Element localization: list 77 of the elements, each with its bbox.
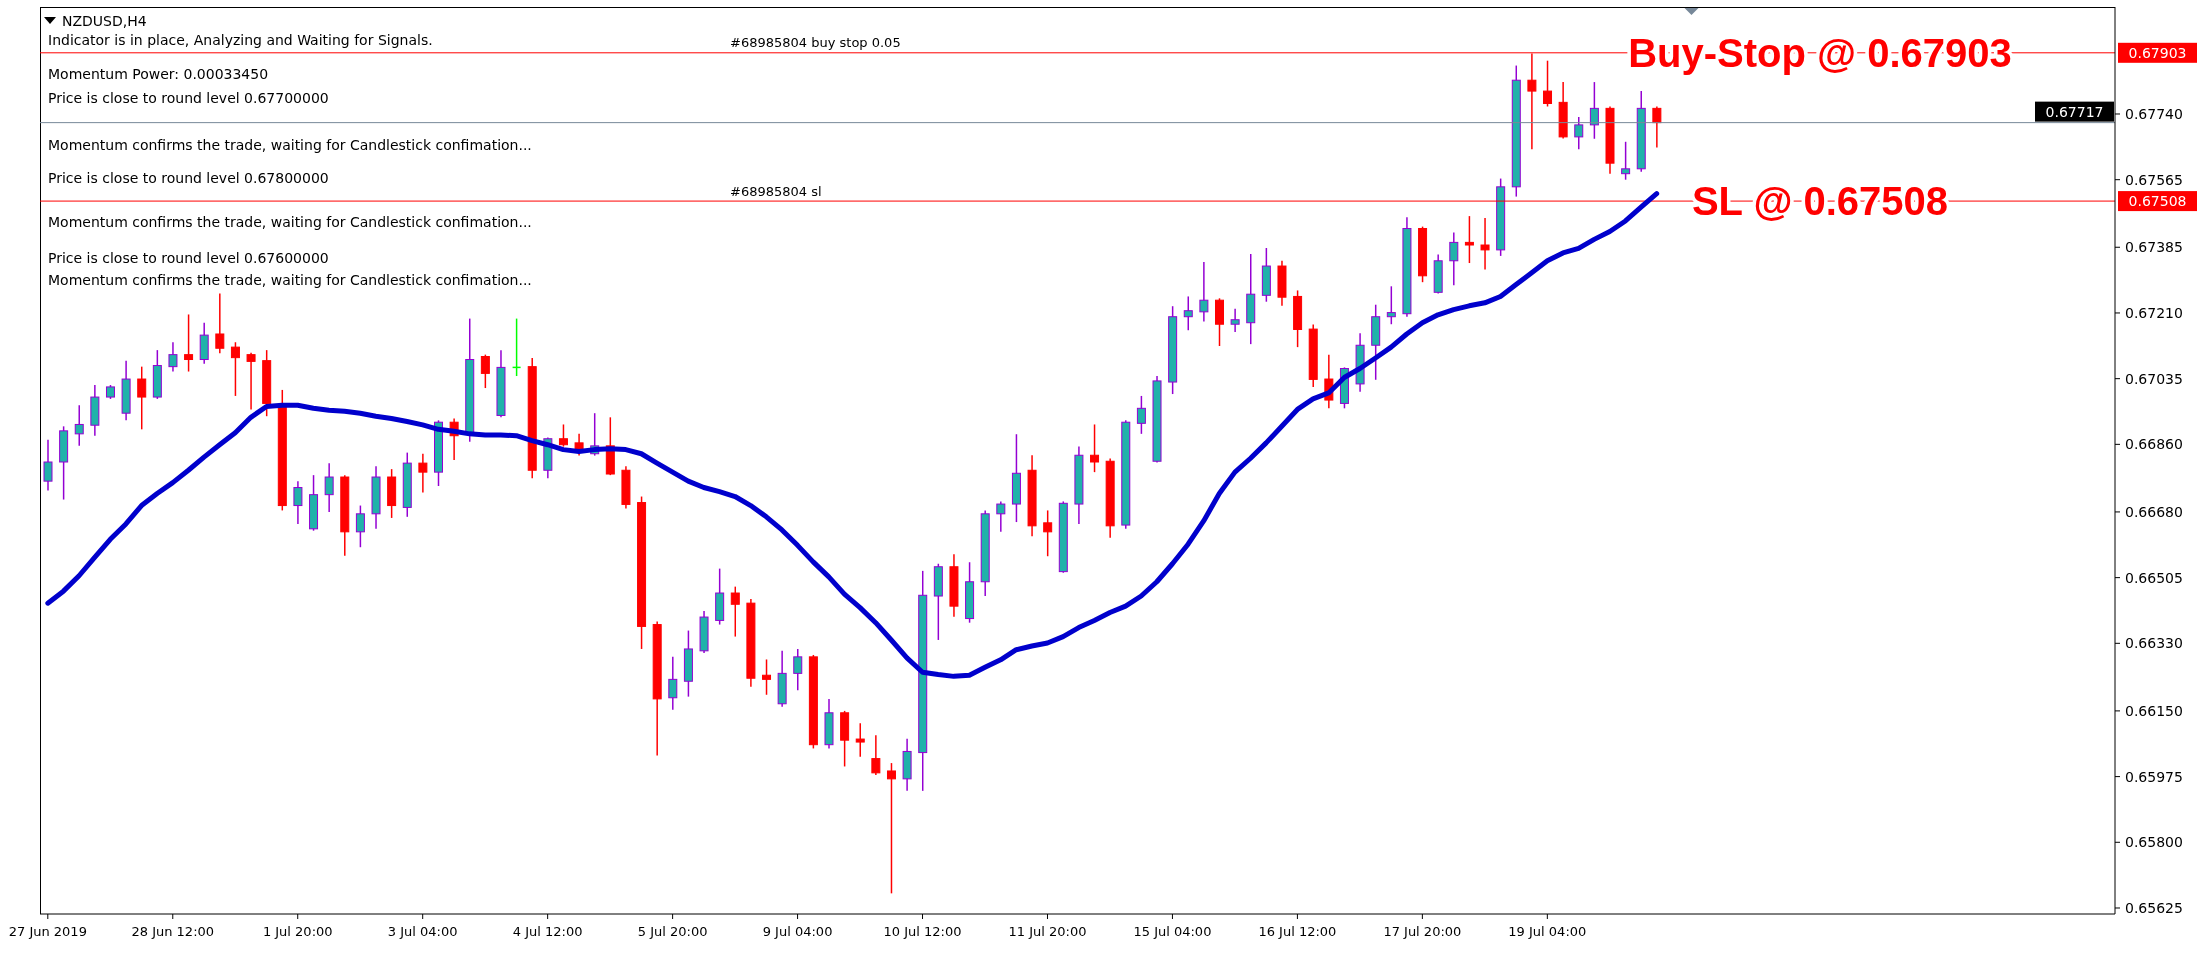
candlestick [168,341,178,373]
x-tick-label: 11 Jul 20:00 [1008,923,1087,939]
text: NZDUSD,H4 [62,13,147,29]
y-tick-label: 0.67508 [2128,193,2187,210]
candlestick [480,353,490,389]
candlestick [74,404,84,447]
candlestick [558,423,568,448]
annotation: Momentum confirms the trade, waiting for Candlestick confimation... [48,137,532,153]
y-tick-label: 0.67740 [2125,105,2183,122]
candlestick [230,341,240,397]
candlestick [1543,59,1553,108]
candlestick [1136,395,1146,435]
x-tick-label: 15 Jul 04:00 [1133,923,1212,939]
annotation: Momentum Power: 0.00033450 [48,66,269,82]
y-tick-label: 0.67565 [2125,171,2183,188]
candlestick [793,648,803,691]
x-tick-label: 9 Jul 04:00 [762,923,833,939]
candlestick [1449,231,1459,286]
y-tick-label: 0.66150 [2125,702,2183,719]
candlestick [996,500,1006,533]
x-tick-label: 27 Jun 2019 [8,923,87,939]
y-tick-label: 0.67210 [2125,304,2183,321]
candlestick [1652,105,1662,149]
x-tick-label: 28 Jun 12:00 [131,923,215,939]
candlestick [1574,116,1584,151]
candlestick [1183,295,1193,331]
candlestick [1480,217,1490,271]
candlestick [1589,81,1599,140]
candlestick [762,658,772,696]
annotation: Price is close to round level 0.67800000 [48,170,329,186]
x-tick-label: 10 Jul 12:00 [883,923,962,939]
y-tick-label: 0.67385 [2125,239,2183,256]
candlestick [886,762,896,895]
y-tick-label: 0.66330 [2125,635,2183,652]
candlestick [324,462,334,513]
candlestick [293,480,303,525]
candlestick [43,439,53,492]
candlestick [1464,215,1474,264]
candlestick [1043,509,1053,557]
candlestick [1090,423,1100,473]
candlestick [871,734,881,776]
annotation: #68985804 buy stop 0.05 [730,35,901,51]
x-tick-label: 3 Jul 04:00 [387,923,458,939]
annotation: Momentum confirms the trade, waiting for Candlestick confimation... [48,272,532,288]
candlestick [215,292,225,354]
y-tick-label: 0.67903 [2128,44,2187,61]
x-tick-label: 5 Jul 20:00 [637,923,708,939]
y-tick-label: 0.65800 [2125,834,2183,851]
y-tick-label: 0.67035 [2125,370,2183,387]
annotation: Indicator is in place, Analyzing and Waiting for Signals. [48,32,433,48]
y-tick-label: 0.65625 [2125,899,2183,916]
candlestick [855,722,865,758]
y-tick-label: 0.65975 [2125,768,2183,785]
candlestick [730,585,740,638]
annotation: #68985804 sl [730,183,822,199]
annotation: Price is close to round level 0.67600000 [48,250,329,266]
y-tick-label: 0.66505 [2125,569,2183,586]
x-tick-label: 16 Jul 12:00 [1258,923,1337,939]
y-tick-label: 0.66680 [2125,503,2183,520]
candlestick [355,504,365,548]
annotation: Momentum confirms the trade, waiting for Candlestick confimation... [48,214,532,230]
x-tick-label: 1 Jul 20:00 [262,923,333,939]
candlestick [1386,285,1396,325]
x-tick-label: 17 Jul 20:00 [1383,923,1462,939]
x-tick-label: 19 Jul 04:00 [1508,923,1587,939]
candlestick [1199,261,1209,323]
candlestick [246,352,256,411]
candlestick [668,656,678,711]
x-tick-label: 4 Jul 12:00 [512,923,583,939]
y-tick-label: 0.66860 [2125,436,2183,453]
candlestick [137,365,147,431]
annotation: Price is close to round level 0.67700000 [48,90,329,106]
ref-line-label: 0.67717 [2045,103,2104,120]
candlestick [184,313,194,373]
candlestick [418,452,428,494]
candlestick [1230,308,1240,333]
candlestick [1621,141,1631,181]
